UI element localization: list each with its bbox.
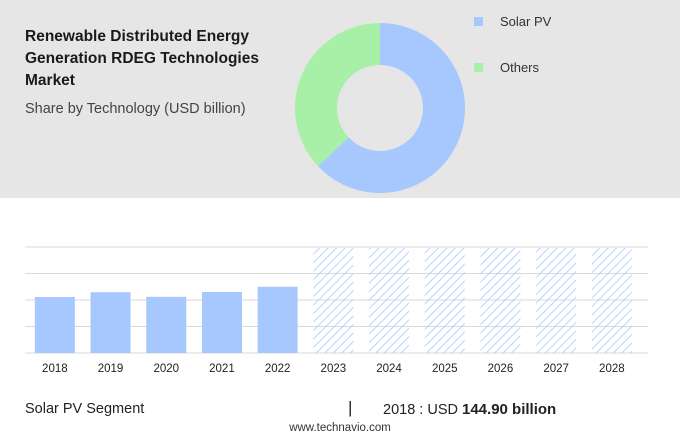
forecast-bar-2024 <box>369 248 410 353</box>
source-link[interactable]: www.technavio.com <box>289 422 391 434</box>
x-tick-label-2022: 2022 <box>265 363 291 375</box>
x-tick-label-2019: 2019 <box>98 363 124 375</box>
x-tick-label-2024: 2024 <box>376 363 402 375</box>
bar-2021 <box>201 291 242 353</box>
legend-swatch-others <box>474 62 483 72</box>
bar-2018 <box>34 297 75 353</box>
forecast-bar-2027 <box>536 248 577 353</box>
forecast-bar-2025 <box>424 248 465 353</box>
donut-slice-solar-pv <box>318 23 465 193</box>
chart-subtitle: Share by Technology (USD billion) <box>25 101 246 117</box>
forecast-bar-2026 <box>480 248 521 353</box>
bar-2022 <box>257 286 298 353</box>
chart-title: Renewable Distributed Energy Generation … <box>25 28 259 89</box>
forecast-bar-2028 <box>591 248 632 353</box>
legend-item-solar-pv: Solar PV <box>474 11 551 31</box>
x-tick-label-2027: 2027 <box>543 363 569 375</box>
x-tick-label-2023: 2023 <box>321 363 347 375</box>
bar-chart: 2018 2019 2020 2021 2022 2023 2024 2025 2026 2027… <box>25 246 648 375</box>
summary-panel: Renewable Distributed Energy Generation … <box>0 0 680 198</box>
legend-swatch-solar-pv <box>474 16 483 26</box>
footer-value-prefix: 2018 : USD <box>383 402 458 418</box>
footer-value-amount: 144.90 billion <box>462 401 557 418</box>
donut-slice-others <box>295 23 380 167</box>
bar-2019 <box>90 292 131 353</box>
bar-2020 <box>146 296 187 353</box>
forecast-bar-2023 <box>313 248 354 353</box>
donut-chart <box>295 23 465 193</box>
x-tick-label-2025: 2025 <box>432 363 458 375</box>
footer-divider: | <box>348 398 353 417</box>
footer-value: 2018 : USD 144.90 billion <box>383 401 556 418</box>
legend-label-solar-pv: Solar PV <box>500 13 552 29</box>
x-tick-label-2026: 2026 <box>488 363 514 375</box>
legend: Solar PV Others <box>474 11 551 103</box>
x-tick-label-2021: 2021 <box>209 363 235 375</box>
x-tick-label-2020: 2020 <box>153 363 179 375</box>
footer-segment-label: Solar PV Segment <box>25 401 145 417</box>
legend-label-others: Others <box>500 59 540 75</box>
x-tick-label-2018: 2018 <box>42 363 68 375</box>
legend-item-others: Others <box>474 57 551 77</box>
x-tick-label-2028: 2028 <box>599 363 625 375</box>
